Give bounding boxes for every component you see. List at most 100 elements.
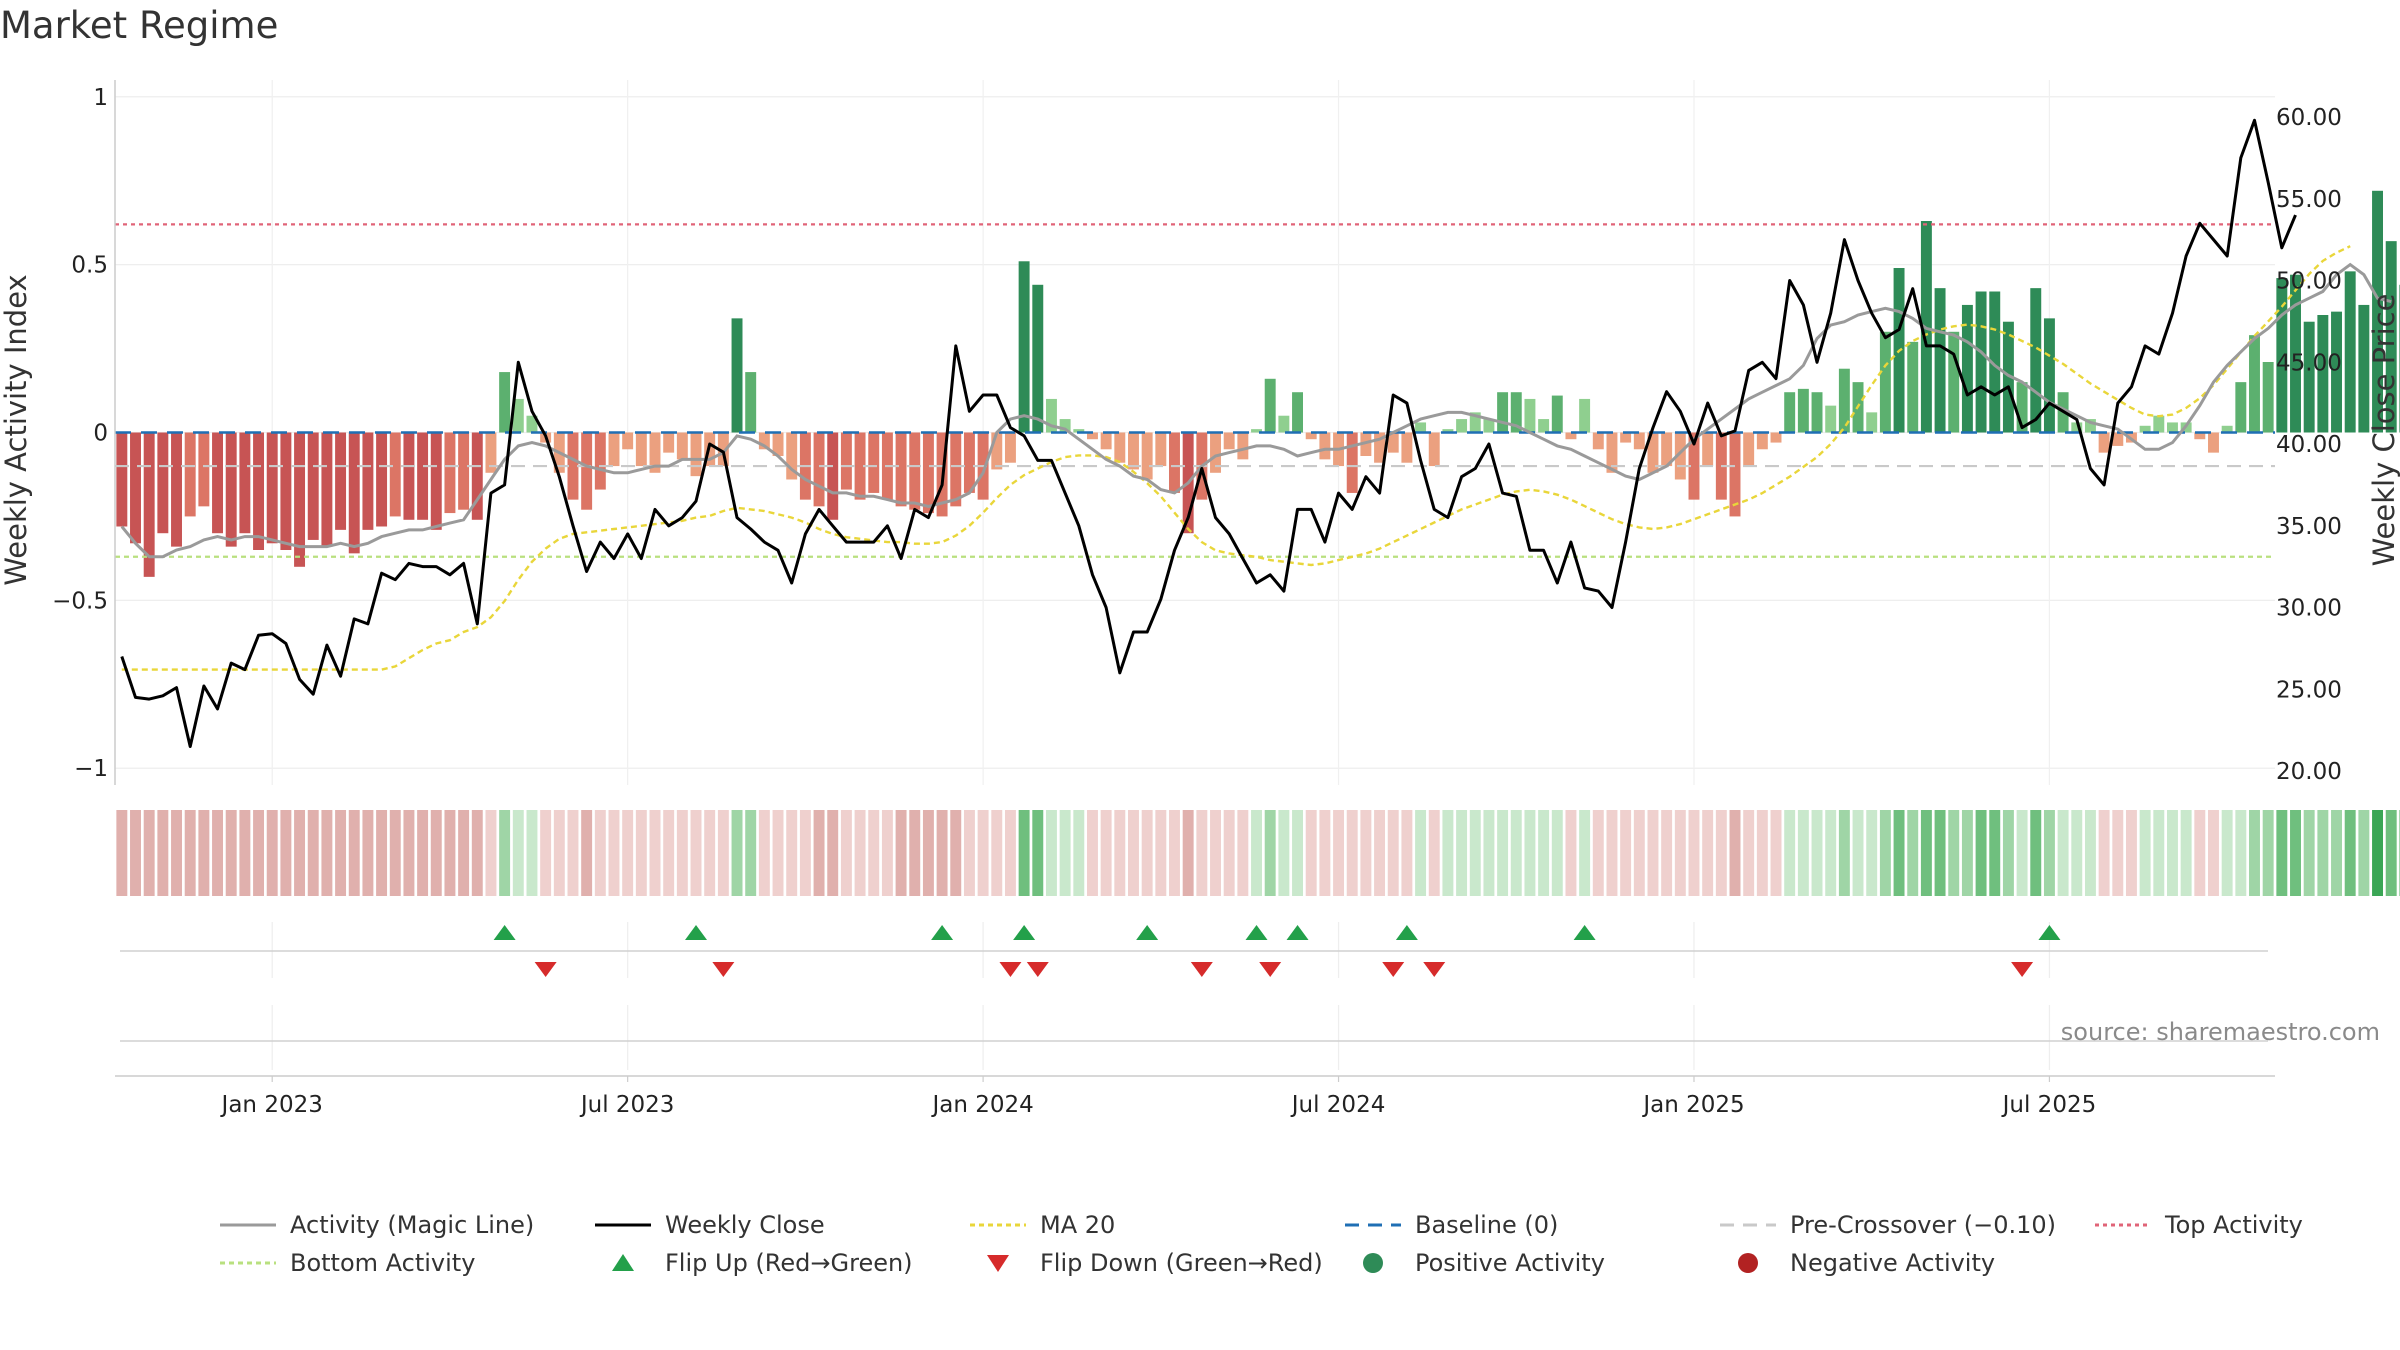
activity-bar xyxy=(2208,432,2219,453)
heat-cell xyxy=(171,810,182,896)
flip-down-marker xyxy=(1382,962,1405,977)
heat-cell xyxy=(540,810,552,896)
heat-cell xyxy=(608,810,620,896)
heat-cell xyxy=(417,810,429,896)
activity-bar xyxy=(1756,432,1768,450)
activity-bar xyxy=(567,432,579,500)
heat-cell xyxy=(2030,810,2042,896)
legend-label: Weekly Close xyxy=(665,1211,825,1239)
heat-cell xyxy=(772,810,784,896)
heat-cell xyxy=(253,810,265,896)
heat-cell xyxy=(1961,810,1973,896)
activity-bar xyxy=(827,432,839,520)
flip-down-marker xyxy=(712,962,735,977)
activity-bar xyxy=(608,432,620,467)
heat-cell xyxy=(1633,810,1645,896)
activity-bar xyxy=(1469,412,1481,433)
heat-cell xyxy=(1510,810,1522,896)
activity-bar xyxy=(922,432,934,514)
y-tick-left-label: −1 xyxy=(74,756,108,782)
activity-bar xyxy=(663,432,675,453)
activity-bar xyxy=(1374,432,1386,463)
flip-down-marker xyxy=(1423,962,1446,977)
heat-cell xyxy=(922,810,934,896)
heat-cell xyxy=(963,810,975,896)
heat-cell xyxy=(471,810,483,896)
activity-bar xyxy=(1674,432,1686,480)
heat-cell xyxy=(1702,810,1714,896)
heat-cell xyxy=(2303,810,2315,896)
heat-cell xyxy=(1565,810,1577,896)
heat-cell xyxy=(1811,810,1823,896)
x-tick-label: Jul 2024 xyxy=(1290,1092,1386,1118)
heat-cell xyxy=(2372,810,2383,896)
legend-label: Pre-Crossover (−0.10) xyxy=(1790,1211,2056,1239)
activity-bar xyxy=(116,432,128,527)
heat-cell xyxy=(1989,810,2001,896)
activity-bar xyxy=(239,432,251,534)
heat-cell xyxy=(1251,810,1262,896)
activity-bar xyxy=(1210,432,1221,473)
heat-cell xyxy=(977,810,989,896)
y-tick-right-label: 35.00 xyxy=(2276,514,2342,540)
heat-cell xyxy=(2043,810,2055,896)
activity-bar xyxy=(1483,419,1495,433)
heat-cell xyxy=(1059,810,1071,896)
activity-bar xyxy=(1305,432,1317,440)
heat-cell xyxy=(758,810,770,896)
activity-bar xyxy=(909,432,921,510)
heat-cell xyxy=(512,810,524,896)
activity-bar xyxy=(1825,405,1837,433)
legend-label: Positive Activity xyxy=(1415,1249,1605,1277)
regime-heat-strip xyxy=(116,810,2400,896)
heat-cell xyxy=(362,810,374,896)
heat-cell xyxy=(1647,810,1659,896)
activity-bar xyxy=(471,432,483,520)
heat-cell xyxy=(786,810,798,896)
heat-cell xyxy=(2057,810,2069,896)
y-tick-right-label: 40.00 xyxy=(2276,432,2342,458)
heat-cell xyxy=(1866,810,1878,896)
heat-cell xyxy=(2098,810,2110,896)
activity-bar xyxy=(2290,274,2301,433)
heat-cell xyxy=(690,810,702,896)
heat-cell xyxy=(2276,810,2288,896)
activity-bar xyxy=(1387,432,1399,453)
activity-bar xyxy=(581,432,593,510)
y-tick-right-label: 50.00 xyxy=(2276,269,2342,295)
heat-cell xyxy=(1045,810,1057,896)
heat-cell xyxy=(1237,810,1249,896)
activity-bar xyxy=(1661,432,1673,467)
heat-cell xyxy=(1661,810,1673,896)
heat-cell xyxy=(2112,810,2124,896)
activity-bar xyxy=(2358,304,2370,433)
heat-cell xyxy=(403,810,415,896)
heat-cell xyxy=(143,810,155,896)
heat-cell xyxy=(2344,810,2356,896)
activity-bar xyxy=(1141,432,1153,480)
heat-cell xyxy=(294,810,306,896)
activity-bar xyxy=(2071,422,2083,433)
activity-bar xyxy=(758,432,770,450)
chart-title: Market Regime xyxy=(0,4,278,47)
activity-bar xyxy=(1251,429,1262,433)
heat-cell xyxy=(1606,810,1618,896)
activity-bar xyxy=(868,432,880,493)
heat-cell xyxy=(2221,810,2233,896)
heat-cell xyxy=(485,810,497,896)
heat-cell xyxy=(526,810,538,896)
activity-bar xyxy=(1811,392,1823,433)
activity-bar xyxy=(963,432,975,493)
activity-bar xyxy=(1087,432,1098,440)
heat-cell xyxy=(991,810,1003,896)
heat-cell xyxy=(1073,810,1085,896)
activity-bar xyxy=(458,432,470,510)
heat-cell xyxy=(2385,810,2397,896)
heat-cell xyxy=(1346,810,1358,896)
activity-bar xyxy=(485,432,497,473)
flip-up-marker xyxy=(1136,925,1159,940)
heat-cell xyxy=(1893,810,1905,896)
activity-bar xyxy=(1456,419,1468,433)
x-tick-label: Jul 2023 xyxy=(579,1092,675,1118)
